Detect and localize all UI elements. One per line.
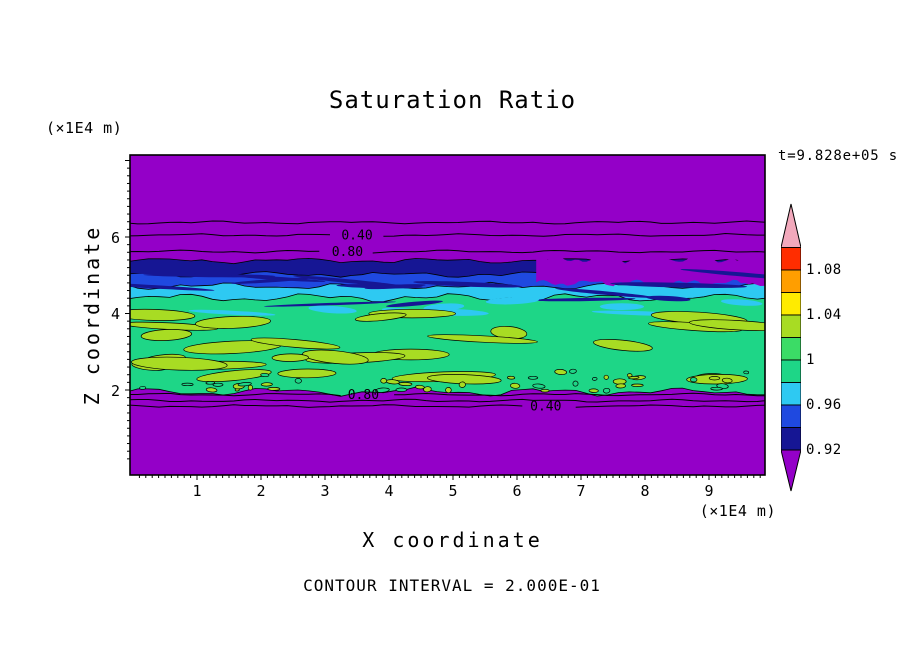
contour-interval-note: CONTOUR INTERVAL = 2.000E-01 xyxy=(303,576,601,595)
x-tick-label-7: 7 xyxy=(576,482,586,500)
colorbar-label-1.08: 1.08 xyxy=(806,262,842,278)
x-tick-label-3: 3 xyxy=(320,482,330,500)
x-tick-label-8: 8 xyxy=(640,482,650,500)
colorbar-label-0.96: 0.96 xyxy=(806,397,842,413)
x-axis-unit: (×1E4 m) xyxy=(699,502,776,520)
colorbar-label-1.00: 1 xyxy=(806,352,815,368)
x-tick-label-9: 9 xyxy=(704,482,714,500)
colorbar-label-0.92: 0.92 xyxy=(806,442,842,458)
y-tick-label-2: 2 xyxy=(110,382,120,400)
x-tick-label-1: 1 xyxy=(192,482,202,500)
plot-title: Saturation Ratio xyxy=(328,86,577,114)
y-tick-label-4: 4 xyxy=(110,305,120,323)
y-axis-unit: (×1E4 m) xyxy=(46,119,123,137)
contour-line-label: 0.40 xyxy=(341,229,372,244)
time-label: t=9.828e+05 s xyxy=(778,148,898,164)
x-tick-label-2: 2 xyxy=(256,482,266,500)
contour-line-label: 0.80 xyxy=(332,245,363,260)
x-axis-label: X coordinate xyxy=(362,528,543,552)
x-tick-label-4: 4 xyxy=(384,482,394,500)
contour-field: 0.400.800.800.40 xyxy=(130,155,765,475)
colorbar xyxy=(781,203,801,492)
colorbar-label-1.04: 1.04 xyxy=(806,307,842,323)
x-tick-label-5: 5 xyxy=(448,482,458,500)
x-tick-label-6: 6 xyxy=(512,482,522,500)
y-tick-label-6: 6 xyxy=(110,229,120,247)
contour-line-label: 0.40 xyxy=(530,400,561,415)
